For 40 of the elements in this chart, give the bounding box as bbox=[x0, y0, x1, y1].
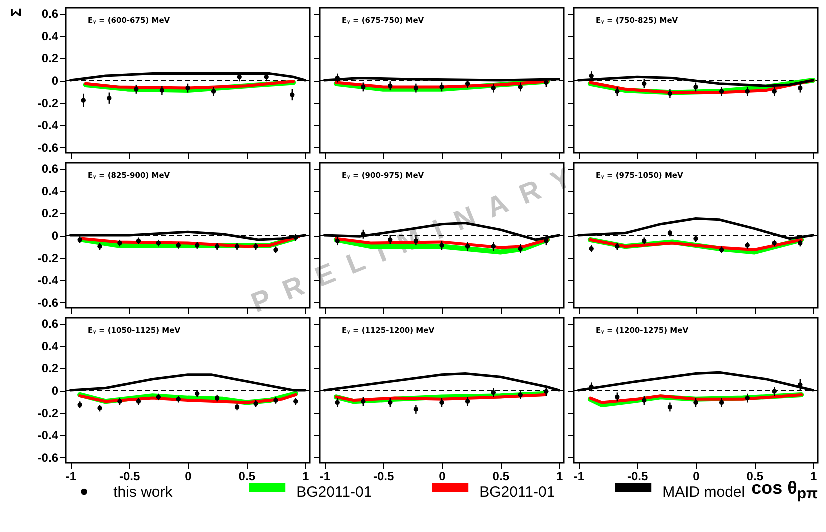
legend-label: BG2011-01 bbox=[296, 484, 372, 501]
y-tick-label: -0.2 bbox=[38, 96, 59, 110]
x-tick-label: -0.5 bbox=[628, 470, 649, 484]
legend-label: MAID model bbox=[662, 484, 746, 501]
y-tick-label: 0 bbox=[52, 384, 59, 398]
x-tick-label: 1 bbox=[556, 470, 564, 484]
y-tick-label: -0.2 bbox=[38, 251, 59, 266]
y-axis-title: Σ bbox=[8, 8, 24, 17]
y-tick-label: 0.6 bbox=[42, 162, 59, 176]
x-tick-label: 0 bbox=[693, 470, 700, 484]
y-tick-label: 0.6 bbox=[42, 317, 59, 332]
x-tick-label: 0.5 bbox=[492, 470, 510, 484]
y-tick-label: 0.4 bbox=[42, 29, 59, 44]
y-tick-label: 0.2 bbox=[42, 52, 59, 66]
y-tick-label: -0.4 bbox=[38, 118, 59, 133]
y-tick-label: 0.2 bbox=[42, 206, 59, 221]
y-tick-label: -0.4 bbox=[38, 274, 59, 288]
y-tick-label: 0 bbox=[52, 74, 59, 88]
legend-label: this work bbox=[114, 484, 174, 501]
y-tick-label: -0.2 bbox=[38, 406, 59, 420]
x-tick-label: 0 bbox=[185, 470, 192, 484]
x-tick-label: -0.5 bbox=[120, 470, 141, 484]
x-tick-label: -1 bbox=[320, 470, 331, 484]
y-tick-label: 0.4 bbox=[42, 184, 59, 198]
x-tick-label: 1 bbox=[810, 470, 818, 484]
x-tick-label: -1 bbox=[574, 470, 585, 484]
y-tick-label: 0.2 bbox=[42, 362, 59, 376]
y-tick-label: -0.4 bbox=[38, 428, 59, 443]
y-tick-label: -0.6 bbox=[38, 140, 59, 155]
y-tick-label: -0.6 bbox=[38, 450, 59, 465]
y-tick-label: 0.4 bbox=[42, 339, 59, 354]
x-tick-label: 1 bbox=[302, 470, 310, 484]
x-tick-label: -0.5 bbox=[374, 470, 395, 484]
legend-label: BG2011-01 bbox=[480, 484, 556, 501]
y-tick-label: 0 bbox=[52, 229, 59, 243]
x-tick-label: 0 bbox=[439, 470, 446, 484]
y-tick-label: -0.6 bbox=[38, 296, 59, 310]
x-tick-label: -1 bbox=[66, 470, 77, 484]
x-tick-label: 0.5 bbox=[238, 470, 256, 484]
y-tick-label: 0.6 bbox=[42, 7, 59, 22]
